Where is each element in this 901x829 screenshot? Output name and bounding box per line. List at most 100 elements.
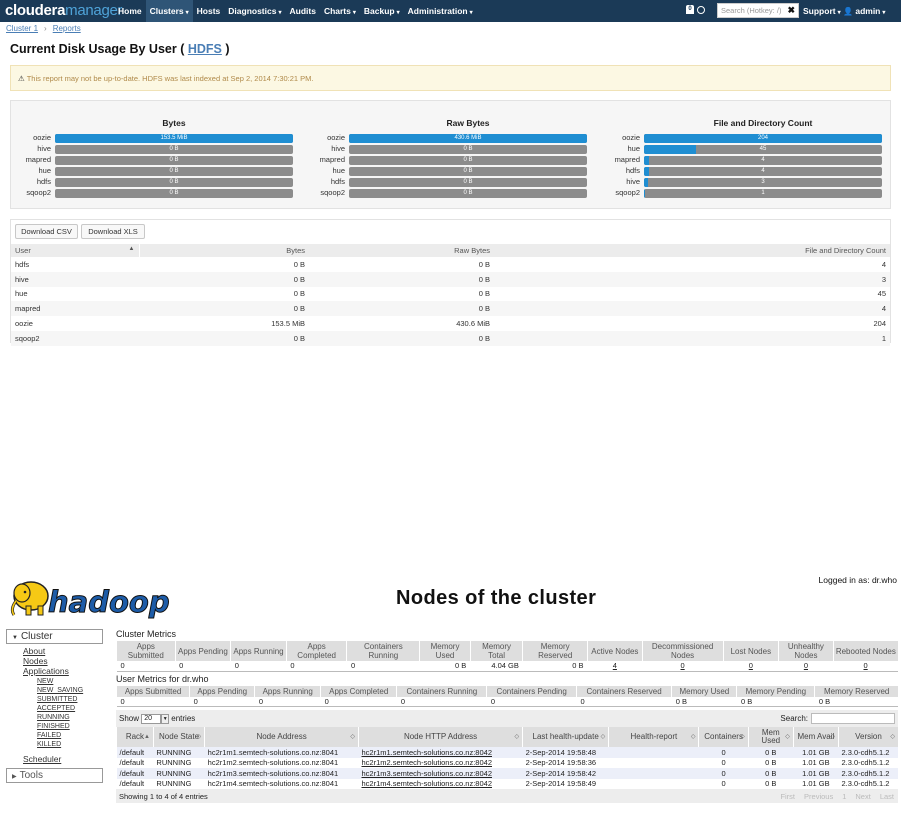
metric-value[interactable]: 0	[723, 661, 779, 672]
clear-search-icon[interactable]: ✖	[787, 5, 795, 15]
column-header-raw-bytes[interactable]: Raw Bytes	[309, 244, 494, 257]
bar-track: 3	[644, 178, 882, 187]
search-input[interactable]	[811, 713, 895, 724]
node-http-link[interactable]: hc2r1m4.semtech-solutions.co.nz:8042	[358, 778, 523, 789]
hadoop-main: Cluster Metrics Apps Submitted Apps Pendi…	[115, 629, 898, 803]
column-header-bytes[interactable]: Bytes	[139, 244, 309, 257]
column-header-mem-used[interactable]: Mem Used ◇	[747, 727, 794, 747]
column-header-node-http-address[interactable]: Node HTTP Address ◇	[357, 727, 523, 747]
nav-diagnostics[interactable]: Diagnostics ▾	[224, 0, 285, 22]
pager-1[interactable]: 1	[842, 792, 847, 801]
sort-icon: ◇	[740, 734, 745, 740]
nav-administration[interactable]: Administration ▾	[404, 0, 477, 22]
sidebar-link-nodes[interactable]: Nodes	[23, 656, 48, 666]
metric-header-containers-pending: Containers Pending	[486, 685, 577, 697]
sidebar-app-state-new[interactable]: NEW	[37, 678, 54, 685]
pager-last[interactable]: Last	[879, 792, 894, 801]
table-cell: 3	[494, 271, 890, 287]
pager-first[interactable]: First	[780, 792, 796, 801]
node-http-link[interactable]: hc2r1m3.semtech-solutions.co.nz:8042	[358, 768, 523, 779]
bar-row-sqoop2: sqoop2 0 B	[305, 188, 587, 198]
column-header-mem-avail[interactable]: Mem Avail ◇	[792, 727, 839, 747]
table-cell: 0	[698, 768, 749, 779]
pager-previous[interactable]: Previous	[804, 792, 834, 801]
table-cell: 1.01 GB	[793, 778, 839, 789]
node-http-link[interactable]: hc2r1m2.semtech-solutions.co.nz:8042	[358, 757, 523, 768]
sidebar-link-applications[interactable]: Applications	[23, 666, 69, 676]
metric-value: 0 B	[419, 661, 471, 672]
sidebar-app-state-running[interactable]: RUNNING	[37, 714, 70, 721]
download-csv-button[interactable]: Download CSV	[15, 224, 78, 239]
sidebar-app-state-finished[interactable]: FINISHED	[37, 723, 70, 730]
support-menu[interactable]: Support ▾	[803, 6, 841, 16]
caret-down-icon: ▾	[882, 10, 886, 16]
bar-chart-title: Bytes	[162, 118, 186, 128]
column-header-containers[interactable]: Containers ◇	[698, 727, 749, 747]
sidebar-app-state-new-saving[interactable]: NEW_SAVING	[37, 687, 84, 694]
bell-icon[interactable]: 0	[686, 5, 694, 14]
cluster-section-toggle[interactable]: ▼ Cluster	[6, 629, 103, 644]
metric-value[interactable]: 4	[587, 661, 643, 672]
bar-label: hdfs	[36, 177, 51, 186]
column-header-last-health-update[interactable]: Last health-update ◇	[522, 727, 609, 747]
metric-header-apps-running: Apps Running	[254, 685, 321, 697]
column-header-node-state[interactable]: Node State ◇	[152, 727, 205, 747]
download-xls-button[interactable]: Download XLS	[81, 224, 145, 239]
table-cell	[608, 778, 699, 789]
sidebar-link-scheduler[interactable]: Scheduler	[23, 754, 62, 764]
metric-header-memory-reserved: Memory Reserved	[522, 641, 588, 661]
table-cell: 430.6 MiB	[456, 319, 490, 329]
bar-value: 0 B	[463, 157, 473, 163]
chevron-down-icon: ▼	[161, 714, 170, 724]
column-header-file-count[interactable]: File and Directory Count	[494, 244, 890, 257]
nav-audits[interactable]: Audits	[285, 0, 319, 22]
breadcrumb-cluster[interactable]: Cluster 1	[6, 24, 39, 33]
table-cell: 0 B	[748, 757, 794, 768]
cloudera-logo[interactable]: clouderamanager	[5, 2, 123, 19]
column-header-node-address[interactable]: Node Address ◇	[204, 727, 359, 747]
sidebar-app-state-failed[interactable]: FAILED	[37, 732, 62, 739]
node-http-link[interactable]: hc2r1m1.semtech-solutions.co.nz:8042	[358, 747, 523, 758]
nav-label: Hosts	[196, 6, 221, 16]
bar-value: 0 B	[463, 146, 473, 152]
nav-clusters[interactable]: Clusters ▾	[145, 0, 193, 22]
table-cell: 0	[698, 747, 749, 758]
metric-value[interactable]: 0	[642, 661, 724, 672]
bar-row-hdfs: hdfs 4	[600, 166, 882, 176]
sort-icon: ◇	[600, 734, 606, 740]
bar-track: 4	[644, 167, 882, 176]
search-input[interactable]: Search (Hotkey: /) ✖	[717, 3, 799, 18]
metric-value: 0	[486, 696, 577, 707]
sidebar-app-state-submitted[interactable]: SUBMITTED	[37, 696, 78, 703]
nav-hosts[interactable]: Hosts	[193, 0, 225, 22]
table-cell: 2.3.0-cdh5.1.2	[838, 757, 898, 768]
hdfs-link[interactable]: HDFS	[187, 42, 222, 56]
column-header-user[interactable]: User ▲	[11, 244, 140, 257]
bar-fill	[349, 134, 587, 143]
nav-home[interactable]: Home	[114, 0, 146, 22]
bar-label: sqoop2	[26, 188, 51, 197]
bar-track: 430.6 MiB	[349, 134, 587, 143]
nav-charts[interactable]: Charts ▾	[320, 0, 360, 22]
sidebar-link-about[interactable]: About	[23, 646, 46, 656]
sidebar-app-state-accepted[interactable]: ACCEPTED	[37, 705, 76, 712]
clock-icon[interactable]	[697, 6, 705, 14]
admin-menu[interactable]: 👤 admin ▾	[843, 6, 886, 16]
nav-backup[interactable]: Backup ▾	[360, 0, 404, 22]
metric-value[interactable]: 0	[833, 661, 898, 672]
entries-per-page-select[interactable]: 20 ▼	[141, 714, 170, 724]
tools-section-toggle[interactable]: ▶ Tools	[6, 768, 103, 783]
pager-next[interactable]: Next	[855, 792, 871, 801]
sidebar-app-state-killed[interactable]: KILLED	[37, 741, 62, 748]
bar-label: hive	[331, 144, 345, 153]
metric-value[interactable]: 0	[778, 661, 834, 672]
breadcrumb-reports[interactable]: Reports	[52, 24, 81, 33]
table-row: /default RUNNING hc2r1m1.semtech-solutions…	[116, 747, 898, 758]
column-header-rack[interactable]: Rack ▲	[116, 727, 154, 747]
table-cell: 2.3.0-cdh5.1.2	[838, 768, 898, 779]
column-header-health-report[interactable]: Health-report ◇	[608, 727, 699, 747]
column-header-version[interactable]: Version ◇	[837, 727, 898, 747]
